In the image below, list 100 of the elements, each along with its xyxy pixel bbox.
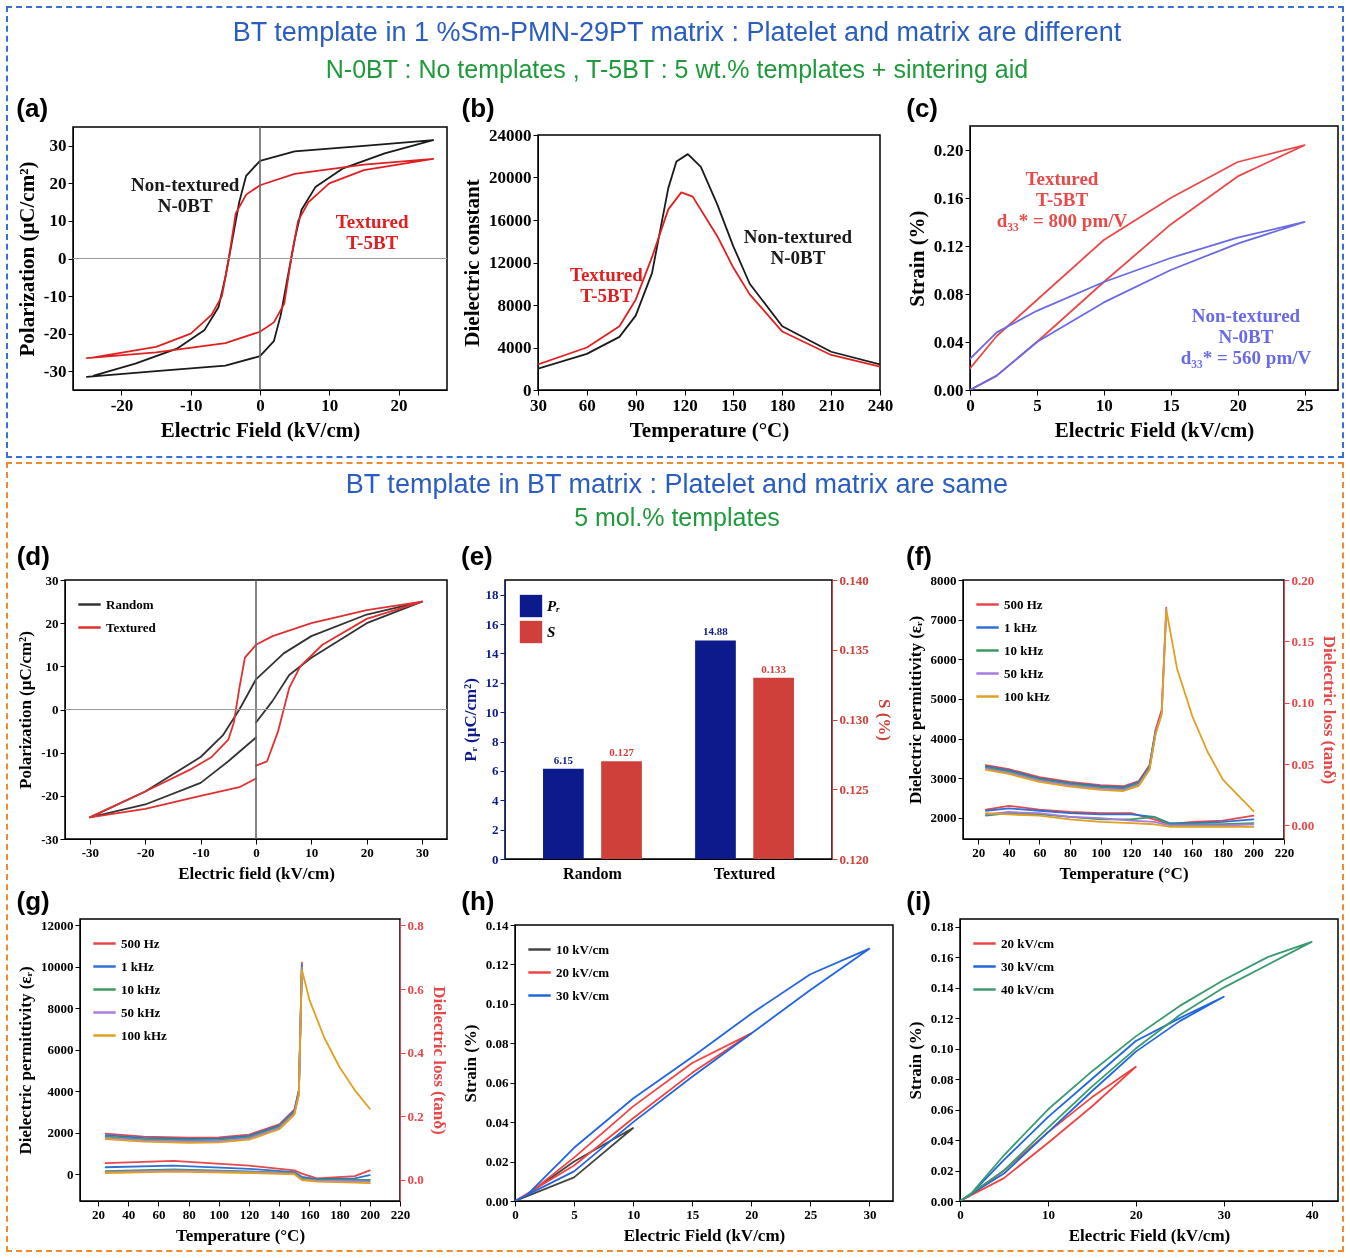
y2-axis-title: Dielectric loss (tanδ) xyxy=(429,986,449,1135)
y-axis-title: Pᵣ (μC/cm²) xyxy=(460,678,480,762)
legend-label: Textured xyxy=(106,619,157,635)
legend-label: 1 kHz xyxy=(1004,619,1038,635)
y2-tick-label: 0.4 xyxy=(407,1045,425,1061)
text: (e) xyxy=(461,541,493,571)
legend-label: Random xyxy=(106,596,154,612)
legend-label: 500 Hz xyxy=(1004,596,1043,612)
y-tick-label: 0.02 xyxy=(930,1163,954,1179)
x-tick-label: 200 xyxy=(1244,844,1264,860)
x-tick-label: 20 xyxy=(360,844,374,860)
x-tick-label: 140 xyxy=(1152,844,1172,860)
y-tick-label: 0.14 xyxy=(485,917,509,933)
legend-label: Pᵣ xyxy=(547,598,561,614)
y-tick-label: 0.04 xyxy=(930,1132,954,1148)
legend-label: 20 kV/cm xyxy=(556,964,610,980)
x-tick-label: 160 xyxy=(1183,844,1203,860)
y-tick-label: 2 xyxy=(492,822,499,838)
y2-tick-label: 0.00 xyxy=(1291,818,1315,833)
x-tick-label: 15 xyxy=(686,1206,700,1222)
y-tick-label: 6 xyxy=(492,763,499,779)
series-label: Textured T-5BT d₃₃* = 800 pm/V xyxy=(996,167,1128,231)
legend-label: 10 kHz xyxy=(121,981,161,997)
x-tick-label: 160 xyxy=(300,1206,320,1222)
chart-subtitle: 5 mol.% templates xyxy=(573,502,781,532)
y-tick-label: 16000 xyxy=(489,210,532,230)
y-tick-label: 0.12 xyxy=(485,956,509,972)
y-tick-label: -10 xyxy=(43,286,67,306)
y-axis-title: Dielectric permittivity (εᵣ) xyxy=(16,966,35,1155)
legend-label: 10 kHz xyxy=(1004,642,1044,658)
y-tick-label: 20 xyxy=(45,615,59,631)
x-tick-label: 20 xyxy=(1229,395,1247,415)
y-axis-title: Polarization (μC/cm²) xyxy=(16,631,36,789)
y-tick-label: 10 xyxy=(45,658,59,674)
x-tick-label: 180 xyxy=(330,1206,350,1222)
x-tick-label: 20 xyxy=(92,1206,106,1222)
legend-label: 30 kV/cm xyxy=(556,987,610,1003)
y-tick-label: 0.00 xyxy=(485,1193,509,1209)
y2-tick-label: 0.8 xyxy=(407,917,425,933)
x-tick-label: 20 xyxy=(1129,1206,1143,1222)
x-tick-label: 20 xyxy=(390,395,408,415)
y-tick-label: 10 xyxy=(49,211,67,231)
y-tick-label: 24000 xyxy=(489,125,532,145)
y-axis-title: Strain (%) xyxy=(460,1024,480,1103)
y-tick-label: 0.20 xyxy=(933,140,964,160)
text: (f) xyxy=(906,541,932,571)
y-tick-label: 0.18 xyxy=(930,919,954,935)
x-tick-label: -20 xyxy=(110,395,134,415)
x-tick-label: 220 xyxy=(390,1206,411,1222)
text: (a) xyxy=(16,93,49,124)
y2-tick-label: 0.130 xyxy=(839,712,869,727)
legend-label: S xyxy=(547,624,556,640)
y-axis-title: Strain (%) xyxy=(904,210,929,307)
legend-label: 50 kHz xyxy=(1004,665,1044,681)
x-tick-label: 40 xyxy=(1002,844,1016,860)
x-tick-label: 140 xyxy=(270,1206,290,1222)
line-series xyxy=(85,139,435,378)
legend-label: 30 kV/cm xyxy=(1001,958,1055,974)
y-tick-label: 0 xyxy=(523,380,532,400)
x-tick-label: 180 xyxy=(770,395,796,415)
x-tick-label: -30 xyxy=(81,844,100,860)
x-tick-label: 100 xyxy=(209,1206,230,1222)
series-label: Non-textured N-0BT xyxy=(131,173,240,216)
x-tick-label: 20 xyxy=(972,844,986,860)
line-series xyxy=(960,1065,1137,1201)
y-tick-label: 12000 xyxy=(489,253,532,272)
legend-label: 1 kHz xyxy=(121,958,155,974)
y-tick-label: 4000 xyxy=(47,1083,74,1099)
y-tick-label: 2000 xyxy=(930,810,957,826)
chart-title: BT template in 1 %Sm-PMN-29PT matrix : Platelet and matrix are different xyxy=(231,16,1123,48)
x-tick-label: 60 xyxy=(1033,844,1047,860)
x-tick-label: 10 xyxy=(1095,395,1113,415)
x-tick-label: 120 xyxy=(1121,844,1142,860)
chart-subtitle: N-0BT : No templates , T-5BT : 5 wt.% templates + sintering aid xyxy=(324,54,1030,84)
chart-title: BT template in BT matrix : Platelet and matrix are same xyxy=(344,468,1010,500)
y2-tick-label: 0.135 xyxy=(839,642,870,658)
line-series xyxy=(538,153,880,370)
line-series xyxy=(85,158,435,359)
y2-tick-label: 0.6 xyxy=(407,981,425,997)
y-tick-label: 20 xyxy=(49,173,67,193)
x-tick-label: 10 xyxy=(1041,1206,1055,1222)
y-axis-title: Strain (%) xyxy=(905,1021,925,1100)
legend-label: 100 kHz xyxy=(1004,688,1051,704)
x-axis-title: Electric Field (kV/cm) xyxy=(160,417,361,442)
x-tick-label: 90 xyxy=(627,395,645,415)
y2-tick-label: 0.140 xyxy=(839,572,869,588)
y2-tick-label: 0.120 xyxy=(839,851,869,867)
data-label: 0.127 xyxy=(609,746,635,759)
y-tick-label: 4000 xyxy=(497,338,532,357)
y2-tick-label: 0.20 xyxy=(1291,572,1315,588)
y-tick-label: 5000 xyxy=(930,691,957,707)
x-tick-label: 120 xyxy=(672,395,698,415)
x-axis-title: Temperature (°C) xyxy=(629,417,790,442)
x-tick-label: 200 xyxy=(360,1206,381,1222)
y-tick-label: 14 xyxy=(485,645,499,661)
line-series xyxy=(538,191,880,368)
legend-label: 40 kV/cm xyxy=(1001,981,1055,997)
y-tick-label: 0.04 xyxy=(933,332,964,352)
text: (b) xyxy=(461,93,495,123)
x-tick-label: 25 xyxy=(804,1206,818,1222)
